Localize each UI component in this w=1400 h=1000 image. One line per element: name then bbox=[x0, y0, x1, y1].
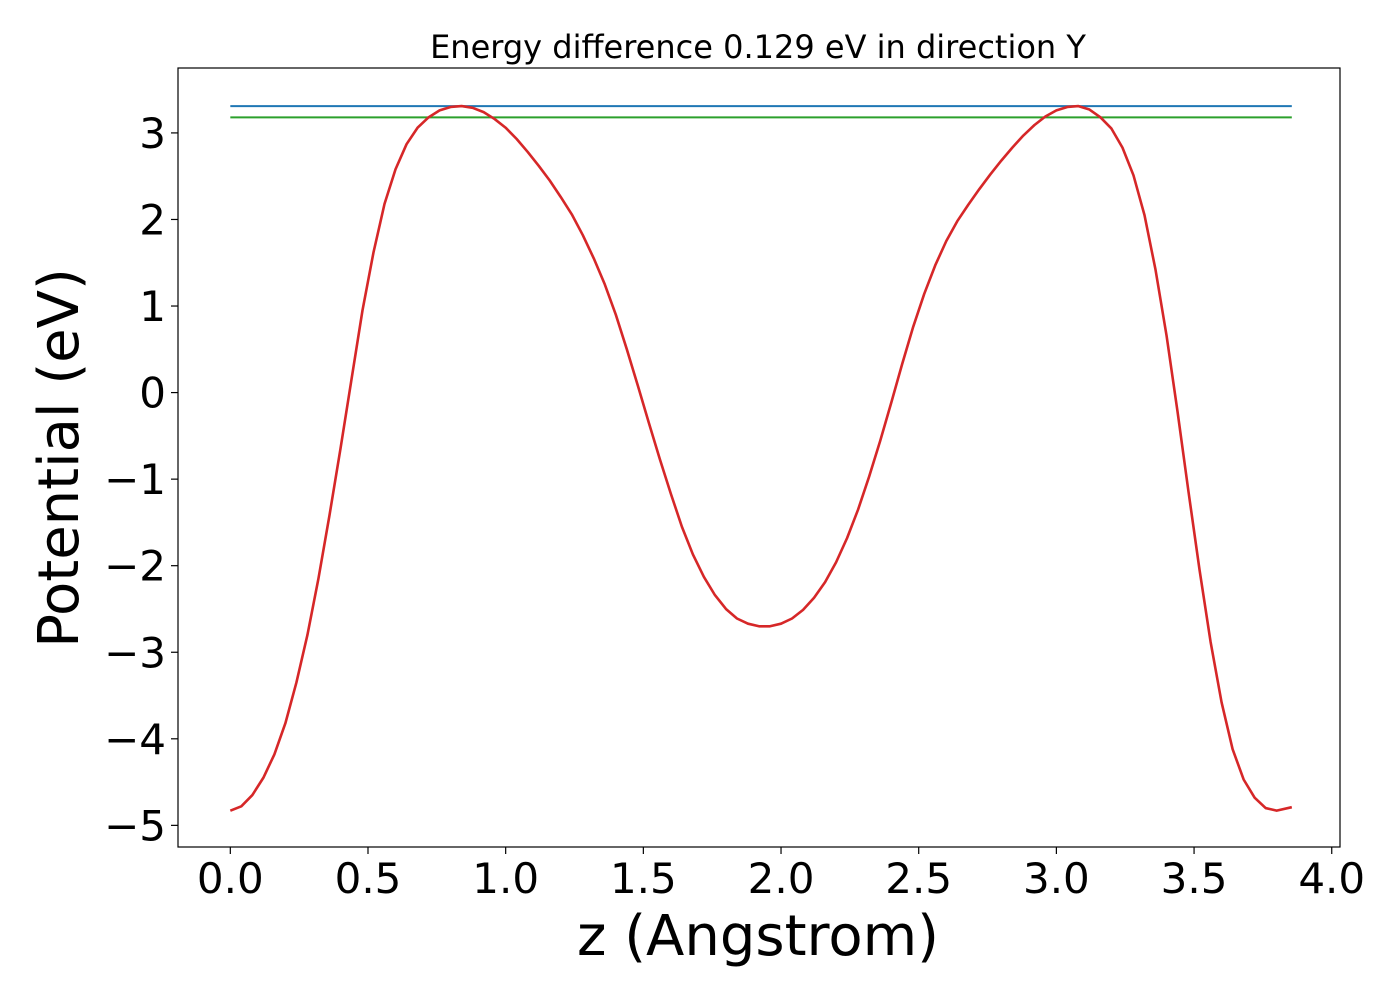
x-axis: 0.0 0.5 1.0 1.5 2.0 2.5 3.0 3.5 4.0 bbox=[197, 847, 1365, 903]
x-tick-label: 3.0 bbox=[1023, 854, 1090, 903]
y-tick-label: −3 bbox=[104, 628, 166, 677]
plot-frame bbox=[177, 67, 1341, 848]
y-tick-label: 0 bbox=[139, 369, 166, 418]
y-tick-label: −4 bbox=[104, 715, 166, 764]
y-axis-label: Potential (eV) bbox=[27, 268, 92, 648]
x-tick-label: 0.0 bbox=[197, 854, 264, 903]
x-tick-label: 2.0 bbox=[748, 854, 815, 903]
x-tick-label: 1.0 bbox=[472, 854, 539, 903]
x-tick-label: 2.5 bbox=[885, 854, 952, 903]
x-tick-label: 3.5 bbox=[1161, 854, 1228, 903]
x-tick-label: 4.0 bbox=[1298, 854, 1365, 903]
y-tick-label: 1 bbox=[139, 282, 166, 331]
y-axis: −5 −4 −3 −2 −1 0 1 2 3 bbox=[104, 109, 178, 850]
y-tick-label: −1 bbox=[104, 455, 166, 504]
y-tick-label: 3 bbox=[139, 109, 166, 158]
x-axis-label: z (Angstrom) bbox=[577, 904, 939, 969]
y-tick-label: 2 bbox=[139, 195, 166, 244]
y-tick-label: −2 bbox=[104, 542, 166, 591]
x-tick-label: 1.5 bbox=[610, 854, 677, 903]
x-tick-label: 0.5 bbox=[335, 854, 402, 903]
y-tick-label: −5 bbox=[104, 801, 166, 850]
series-layer bbox=[229, 104, 1293, 812]
series-line-3 bbox=[229, 104, 1293, 812]
chart-title: Energy difference 0.129 eV in direction … bbox=[430, 28, 1086, 66]
